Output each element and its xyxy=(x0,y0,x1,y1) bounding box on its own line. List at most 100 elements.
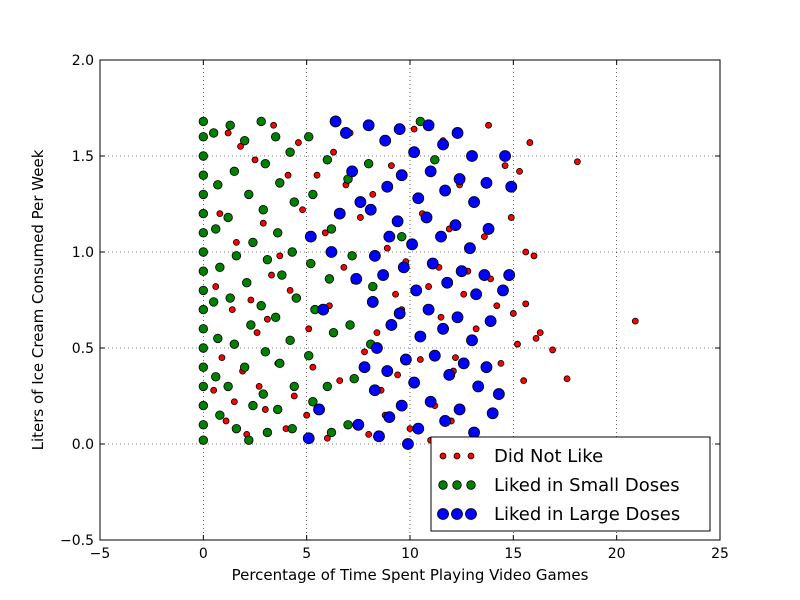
data-point xyxy=(507,214,515,221)
data-point xyxy=(223,381,233,392)
data-point xyxy=(480,233,488,241)
data-point xyxy=(383,411,396,424)
data-point xyxy=(317,303,330,316)
data-point xyxy=(270,312,281,322)
data-point xyxy=(251,156,259,164)
data-point xyxy=(410,125,418,133)
data-point xyxy=(323,434,331,442)
data-point xyxy=(345,320,355,330)
data-point xyxy=(631,317,639,325)
data-point xyxy=(452,354,459,362)
data-point xyxy=(326,427,337,438)
data-point xyxy=(441,276,454,289)
data-point xyxy=(198,151,209,161)
data-point xyxy=(198,343,209,353)
x-tick-label: 5 xyxy=(302,546,311,562)
data-point xyxy=(198,116,209,127)
data-point xyxy=(294,139,302,146)
data-point xyxy=(451,127,464,139)
data-point xyxy=(304,230,317,243)
legend-marker xyxy=(452,480,462,490)
data-point xyxy=(439,184,452,197)
data-point xyxy=(536,329,544,337)
legend-marker xyxy=(438,480,448,490)
x-tick-label: 15 xyxy=(504,546,522,562)
data-point xyxy=(336,377,344,385)
data-point xyxy=(309,363,317,371)
data-point xyxy=(284,171,292,179)
data-point xyxy=(260,158,271,169)
data-point xyxy=(470,288,483,301)
data-point xyxy=(308,189,318,200)
data-point xyxy=(455,265,468,278)
data-point xyxy=(198,170,209,180)
data-point xyxy=(424,395,437,408)
data-point xyxy=(326,224,337,234)
data-point xyxy=(503,269,516,281)
data-point xyxy=(304,350,314,361)
data-point xyxy=(275,358,285,369)
data-point xyxy=(412,192,425,205)
data-point xyxy=(408,376,421,389)
data-point xyxy=(426,257,439,270)
data-point xyxy=(371,342,383,354)
data-point xyxy=(259,219,267,227)
y-tick-label: −0.5 xyxy=(60,533,94,549)
data-point xyxy=(231,423,242,434)
data-point xyxy=(358,361,371,374)
data-point xyxy=(244,435,254,445)
data-point xyxy=(457,357,470,370)
data-point xyxy=(499,150,511,162)
x-tick-label: 0 xyxy=(199,546,208,562)
y-tick-label: 2.0 xyxy=(72,53,94,69)
data-point xyxy=(232,238,240,246)
data-point xyxy=(260,347,271,357)
data-point xyxy=(422,303,435,316)
data-point xyxy=(532,334,540,342)
data-point xyxy=(466,334,478,347)
data-point xyxy=(522,300,530,308)
data-point xyxy=(198,132,209,142)
data-point xyxy=(225,293,235,303)
data-point xyxy=(574,158,581,166)
data-point xyxy=(285,335,295,346)
data-point xyxy=(420,211,433,224)
data-point xyxy=(368,249,381,262)
data-point xyxy=(198,266,209,276)
data-point xyxy=(439,415,452,427)
data-point xyxy=(422,119,435,132)
data-point xyxy=(258,389,268,399)
data-point xyxy=(325,246,338,258)
legend-marker xyxy=(467,452,475,460)
data-point xyxy=(437,313,445,321)
data-point xyxy=(343,420,353,430)
data-point xyxy=(212,283,220,290)
data-point xyxy=(308,397,318,407)
data-point xyxy=(520,377,528,385)
data-point xyxy=(425,283,433,290)
data-point xyxy=(530,252,538,260)
data-point xyxy=(262,254,273,265)
data-point xyxy=(485,121,492,129)
x-tick-label: 20 xyxy=(608,546,626,562)
data-point xyxy=(273,228,283,238)
data-point xyxy=(223,212,233,223)
data-point xyxy=(270,121,278,129)
data-point xyxy=(198,362,209,372)
data-point xyxy=(468,426,480,439)
data-point xyxy=(379,134,392,147)
data-point xyxy=(482,223,495,235)
data-point xyxy=(509,310,517,317)
data-point xyxy=(363,158,374,169)
data-point xyxy=(369,190,377,198)
axis-ticks xyxy=(99,59,721,541)
data-point xyxy=(287,247,297,257)
data-point xyxy=(198,324,209,334)
data-point xyxy=(302,432,315,445)
legend-label: Liked in Large Doses xyxy=(494,504,680,525)
data-point xyxy=(313,171,321,179)
data-point xyxy=(208,297,219,307)
data-point xyxy=(253,329,261,337)
series-2 xyxy=(198,116,440,445)
